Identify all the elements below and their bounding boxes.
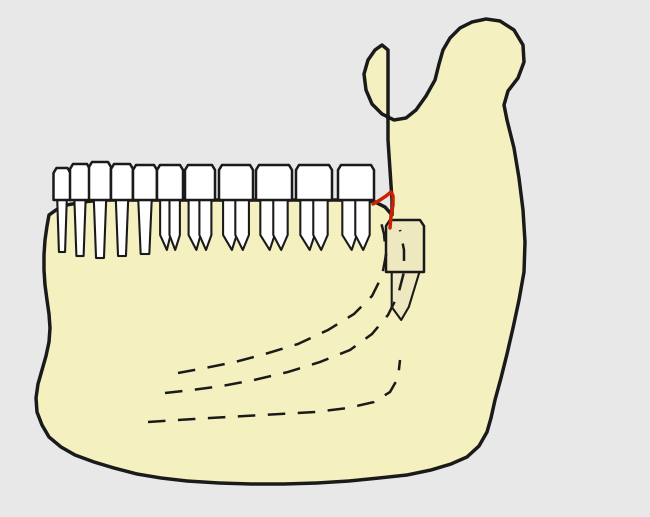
Polygon shape — [188, 200, 201, 250]
Polygon shape — [138, 200, 151, 254]
Polygon shape — [185, 165, 215, 200]
Polygon shape — [273, 200, 288, 250]
Polygon shape — [386, 220, 424, 272]
Polygon shape — [111, 164, 133, 200]
Polygon shape — [89, 162, 111, 200]
Polygon shape — [300, 200, 315, 250]
Polygon shape — [313, 200, 328, 250]
Polygon shape — [219, 165, 253, 200]
Polygon shape — [70, 164, 90, 200]
Polygon shape — [200, 200, 211, 250]
Polygon shape — [170, 200, 180, 250]
Polygon shape — [74, 200, 86, 256]
Polygon shape — [133, 165, 157, 200]
Polygon shape — [94, 200, 106, 258]
Polygon shape — [57, 200, 67, 252]
Polygon shape — [223, 200, 237, 250]
Polygon shape — [343, 200, 357, 250]
Polygon shape — [160, 200, 170, 250]
Polygon shape — [256, 165, 292, 200]
Polygon shape — [53, 168, 70, 200]
Polygon shape — [338, 165, 374, 200]
Polygon shape — [235, 200, 249, 250]
Polygon shape — [260, 200, 275, 250]
Polygon shape — [116, 200, 128, 256]
Polygon shape — [36, 19, 525, 484]
Polygon shape — [296, 165, 332, 200]
Polygon shape — [392, 272, 419, 320]
Polygon shape — [157, 165, 183, 200]
Polygon shape — [356, 200, 370, 250]
